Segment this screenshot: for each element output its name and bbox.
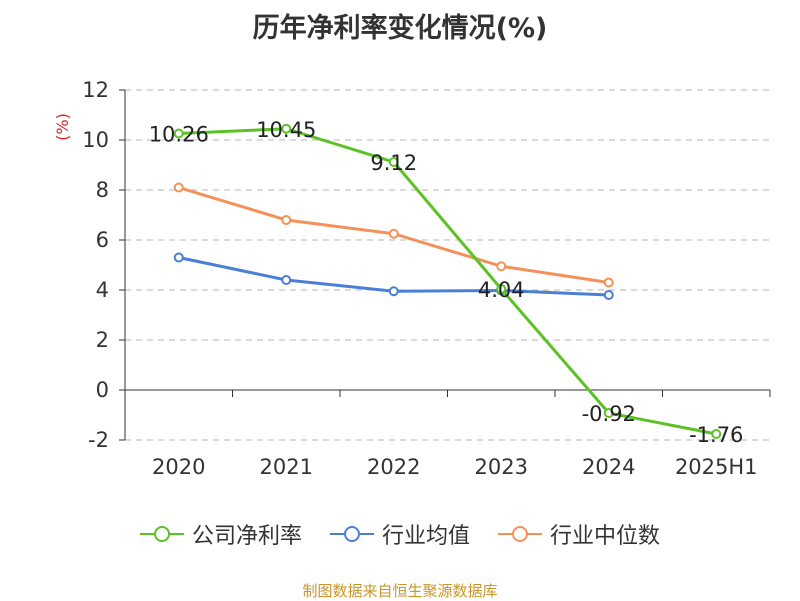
data-labels: 10.26 10.45 9.12 4.04 -0.92 -1.76 xyxy=(149,118,744,447)
data-label: -1.76 xyxy=(689,423,743,447)
legend-swatch xyxy=(139,526,184,542)
legend-swatch-marker xyxy=(512,526,528,542)
legend-label: 行业中位数 xyxy=(550,524,661,549)
legend: 公司净利率 行业均值 行业中位数 xyxy=(0,518,800,550)
legend-swatch-marker xyxy=(343,526,360,542)
data-point xyxy=(281,275,292,285)
data-label: 9.12 xyxy=(370,151,417,175)
data-point xyxy=(496,261,507,272)
x-tick-label: 2023 xyxy=(475,455,528,479)
series-line xyxy=(178,127,717,436)
chart-title: 历年净利率变化情况(%) xyxy=(252,13,548,44)
legend-label: 公司净利率 xyxy=(191,524,302,549)
data-point xyxy=(603,277,614,288)
y-tick-label: 10 xyxy=(82,128,109,152)
legend-item[interactable]: 行业均值 xyxy=(329,518,470,550)
data-label: 10.26 xyxy=(149,123,209,147)
x-tick-label: 2022 xyxy=(367,455,420,479)
y-tick-label: 2 xyxy=(96,328,109,352)
x-tick-label: 2020 xyxy=(152,455,205,479)
y-axis-label: (%) xyxy=(53,113,72,141)
legend-swatch xyxy=(498,526,542,542)
data-point xyxy=(388,157,399,167)
x-tick-label: 2025H1 xyxy=(675,455,758,479)
legend-swatch-marker xyxy=(153,526,170,542)
data-point xyxy=(496,284,507,294)
data-point xyxy=(603,290,614,300)
data-point xyxy=(281,215,292,225)
data-point xyxy=(173,182,184,193)
x-tick-label: 2021 xyxy=(260,455,313,479)
data-label: 4.04 xyxy=(478,278,525,302)
y-tick-label: 6 xyxy=(96,228,109,252)
y-tick-label: 4 xyxy=(96,278,109,302)
data-label: -0.92 xyxy=(582,402,636,426)
legend-item[interactable]: 公司净利率 xyxy=(139,518,302,550)
series-lines xyxy=(173,123,722,439)
y-tick-label: 12 xyxy=(82,78,109,102)
y-tick-label: 8 xyxy=(96,178,109,202)
source-note: 制图数据来自恒生聚源数据库 xyxy=(302,582,498,600)
axes: 12 10 8 6 4 2 0 -2 2020 2021 2022 2023 2024 2025H1 xyxy=(82,78,771,479)
data-point xyxy=(173,128,184,139)
y-tick-label: -2 xyxy=(88,428,109,452)
data-point xyxy=(388,228,399,239)
x-tick-label: 2024 xyxy=(582,455,635,479)
data-point xyxy=(603,408,614,418)
legend-label: 行业均值 xyxy=(381,524,470,549)
data-label: 10.45 xyxy=(256,118,316,142)
y-tick-label: 0 xyxy=(96,378,109,402)
legend-swatch xyxy=(329,526,374,542)
data-point xyxy=(711,429,722,439)
data-point xyxy=(281,123,292,134)
data-point xyxy=(173,252,184,263)
data-point xyxy=(388,286,399,297)
legend-item[interactable]: 行业中位数 xyxy=(498,518,660,550)
